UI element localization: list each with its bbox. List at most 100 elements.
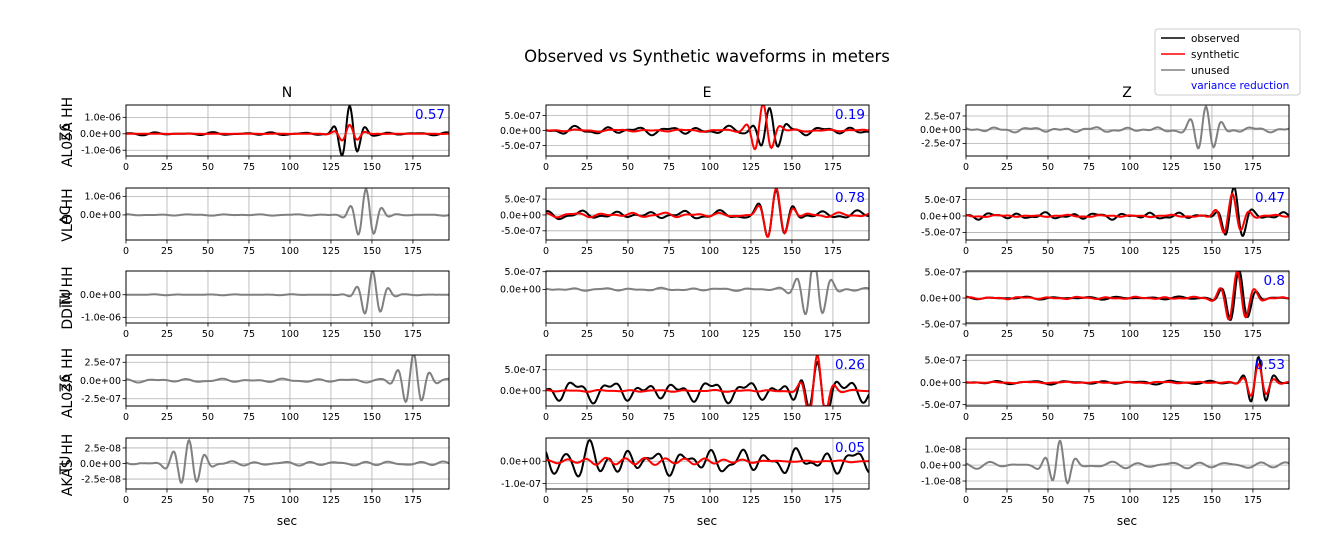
x-tick-label: 50 <box>622 412 634 423</box>
x-tick-label: 0 <box>123 162 129 173</box>
y-tick-label: 0.0e+00 <box>500 210 541 221</box>
y-tick-label: 5.0e-07 <box>925 356 961 367</box>
panel-grid-lines <box>545 188 869 240</box>
legend: observed synthetic unused variance reduc… <box>1154 28 1301 96</box>
x-tick-label: 75 <box>1083 329 1095 340</box>
x-tick-label: 0 <box>123 246 129 257</box>
panel-frame <box>545 270 870 324</box>
x-tick-label: 175 <box>404 162 422 173</box>
variance-reduction-value: 0.47 <box>1255 190 1285 206</box>
waveform-panel: 0 25 50 75 100 125 150 175 5.0e-07 0.0e+00 -5.0e-0… <box>500 187 870 257</box>
y-tick-label: 5.0e-07 <box>505 194 541 205</box>
y-tick-label: -2.5e-07 <box>921 139 961 150</box>
y-tick-label: -1.0e-07 <box>501 479 541 490</box>
y-tick-label: -5.0e-07 <box>921 319 961 330</box>
x-tick-label: 100 <box>1121 329 1139 340</box>
y-tick-label: -5.0e-07 <box>921 400 961 411</box>
x-tick-label: 50 <box>622 162 634 173</box>
x-tick-label: 25 <box>161 246 173 257</box>
x-tick-label: 50 <box>202 495 214 506</box>
y-tick-label: 0.0e+00 <box>500 386 541 397</box>
y-tick-label: 5.0e-07 <box>925 195 961 206</box>
x-tick-label: 0 <box>963 412 969 423</box>
x-tick-label: 50 <box>1042 412 1054 423</box>
y-tick-label: 0.0e+00 <box>80 376 121 387</box>
row-label-2: AC VLO HH <box>58 188 76 241</box>
waveform-panel: 0 25 50 75 100 125 150 175 1.0e-06 0.0e+00 <box>80 187 450 257</box>
x-tick-label: 175 <box>1244 412 1262 423</box>
x-tick-label: 150 <box>1203 329 1221 340</box>
x-tick-label: 100 <box>701 495 719 506</box>
column-title-n: N <box>282 85 292 101</box>
x-tick-label: 0 <box>543 495 549 506</box>
row-network-label: Z6 <box>58 374 74 393</box>
x-tick-label: 75 <box>243 412 255 423</box>
panel-frame <box>545 187 870 241</box>
x-axis-label-z: sec <box>1117 514 1137 528</box>
x-tick-label: 175 <box>1244 162 1262 173</box>
panel-frame <box>125 270 450 324</box>
x-tick-label: 0 <box>543 246 549 257</box>
panel-frame <box>125 437 450 490</box>
x-tick-label: 25 <box>1001 495 1013 506</box>
x-tick-label: 75 <box>663 246 675 257</box>
waveform-panel: 0 25 50 75 100 125 150 175 5.0e-07 0.0e+00 <box>500 267 870 340</box>
panel-grid-lines <box>125 271 449 323</box>
waveform-panel: 0 25 50 75 100 125 150 175 0.0e+00 -1.0e-06 <box>80 270 450 340</box>
x-tick-label: 25 <box>581 412 593 423</box>
waveform-panel: 0 25 50 75 100 125 150 175 2.5e-07 0.0e+00 -2.5e-0… <box>920 104 1290 173</box>
column-title-e: E <box>703 85 712 101</box>
x-tick-label: 100 <box>701 329 719 340</box>
waveform-panel: 0 25 50 75 100 125 150 175 1.0e-08 0.0e+00 -1.0e-0… <box>920 437 1290 506</box>
x-tick-label: 150 <box>363 246 381 257</box>
y-tick-label: -5.0e-07 <box>501 141 541 152</box>
x-tick-label: 150 <box>783 162 801 173</box>
x-tick-label: 150 <box>1203 246 1221 257</box>
x-tick-label: 75 <box>1083 412 1095 423</box>
x-tick-label: 50 <box>1042 246 1054 257</box>
x-tick-label: 75 <box>1083 495 1095 506</box>
x-tick-label: 150 <box>783 495 801 506</box>
y-tick-label: 0.0e+00 <box>920 460 961 471</box>
x-tick-label: 100 <box>701 246 719 257</box>
x-tick-label: 50 <box>1042 495 1054 506</box>
x-tick-label: 125 <box>742 329 760 340</box>
x-tick-label: 125 <box>1162 162 1180 173</box>
x-tick-label: 150 <box>1203 495 1221 506</box>
x-tick-label: 150 <box>783 329 801 340</box>
x-tick-label: 25 <box>581 329 593 340</box>
x-tick-label: 175 <box>1244 246 1262 257</box>
observed-trace <box>126 105 449 156</box>
row-station-label: VLO HH <box>60 188 76 241</box>
observed-trace <box>546 107 869 148</box>
legend-unused-label: unused <box>1191 65 1230 77</box>
x-tick-label: 50 <box>1042 162 1054 173</box>
x-tick-label: 175 <box>824 495 842 506</box>
x-tick-label: 100 <box>281 162 299 173</box>
panel-frame <box>965 270 1290 324</box>
x-tick-label: 0 <box>963 246 969 257</box>
x-tick-label: 0 <box>543 329 549 340</box>
x-tick-label: 125 <box>1162 495 1180 506</box>
x-tick-label: 75 <box>243 495 255 506</box>
y-tick-label: 0.0e+00 <box>500 126 541 137</box>
x-tick-label: 25 <box>161 412 173 423</box>
y-tick-label: 0.0e+00 <box>920 125 961 136</box>
y-tick-label: 0.0e+00 <box>920 378 961 389</box>
column-title-z: Z <box>1122 85 1132 101</box>
y-tick-label: -1.0e-06 <box>81 313 121 324</box>
y-tick-label: -2.5e-07 <box>81 394 121 405</box>
x-tick-label: 150 <box>363 329 381 340</box>
x-tick-label: 125 <box>742 162 760 173</box>
y-tick-label: 2.5e-08 <box>85 443 121 454</box>
panel-frame <box>545 437 870 490</box>
panel-frame <box>965 354 1290 407</box>
row-station-label: AL05A HH <box>60 97 76 167</box>
x-tick-label: 150 <box>363 495 381 506</box>
row-label-1: Z6 AL05A HH <box>58 97 76 167</box>
x-tick-label: 25 <box>581 495 593 506</box>
x-tick-label: 25 <box>1001 329 1013 340</box>
x-tick-label: 25 <box>161 329 173 340</box>
waveform-panel: 0 25 50 75 100 125 150 175 5.0e-07 0.0e+00 -5.0e-0… <box>920 354 1290 423</box>
legend-frame <box>1154 28 1301 96</box>
